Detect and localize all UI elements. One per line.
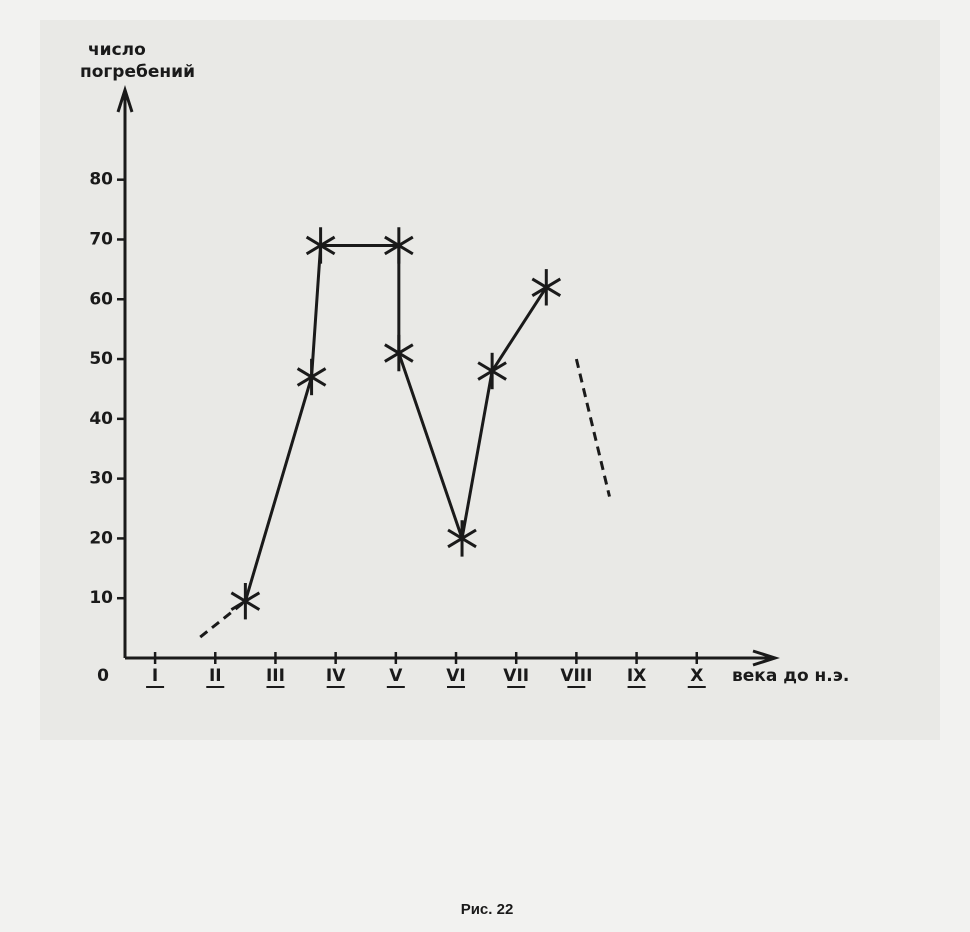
marker-stroke — [447, 528, 477, 549]
marker-stroke — [384, 235, 414, 256]
y-tick-label: 60 — [89, 289, 113, 309]
x-label: века до н.э. — [732, 666, 849, 686]
x-axis-arrow — [752, 649, 780, 667]
marker — [384, 227, 414, 264]
marker — [477, 352, 507, 390]
marker — [531, 269, 562, 306]
x-tick-label: IV — [326, 666, 346, 686]
x-tick-label: I — [152, 666, 158, 686]
y-tick-label: 30 — [89, 469, 113, 489]
marker — [384, 334, 414, 372]
caption: Рис. 22 — [461, 901, 514, 918]
x-tick-label: VI — [446, 666, 465, 686]
x-tick-label: III — [266, 666, 285, 686]
x-tick-label: II — [209, 666, 222, 686]
y-label-line: число — [88, 40, 146, 60]
series-line — [574, 358, 611, 497]
x-tick-label: VIII — [560, 666, 592, 686]
marker-stroke — [296, 367, 327, 387]
y-tick-label: 40 — [89, 409, 113, 429]
x-tick-label: X — [690, 666, 703, 686]
series-line — [243, 243, 548, 602]
series-line — [199, 600, 247, 639]
marker — [305, 227, 336, 264]
x-tick-label: V — [389, 666, 403, 686]
marker — [296, 358, 327, 396]
y-tick-label: 50 — [89, 349, 113, 369]
y-tick-label: 80 — [89, 170, 113, 190]
marker-stroke — [477, 361, 507, 381]
y-tick-label: 10 — [89, 588, 113, 608]
x-tick-label: IX — [627, 666, 646, 686]
marker-stroke — [305, 235, 336, 256]
y-tick-label: 70 — [89, 229, 113, 249]
marker-stroke — [531, 277, 562, 297]
marker — [447, 520, 477, 557]
origin-label: 0 — [97, 666, 109, 686]
x-tick-label: VII — [503, 666, 529, 686]
y-axis-arrow — [116, 85, 134, 113]
y-label-line: погребений — [80, 62, 195, 82]
marker-stroke — [384, 343, 414, 363]
y-tick-label: 20 — [89, 528, 113, 548]
